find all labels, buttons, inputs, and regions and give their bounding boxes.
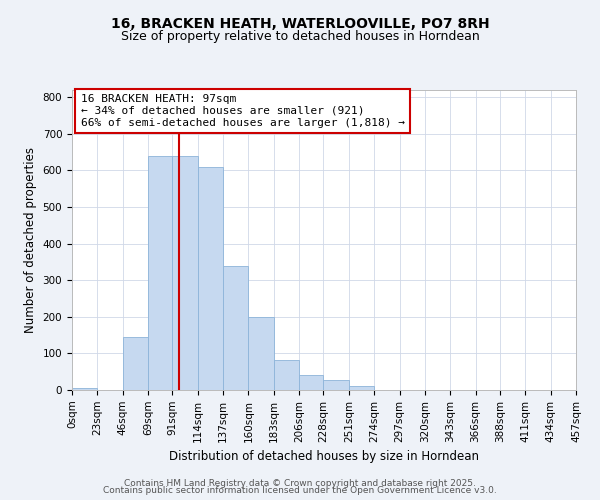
Text: Size of property relative to detached houses in Horndean: Size of property relative to detached ho… xyxy=(121,30,479,43)
Bar xyxy=(72,388,97,390)
Bar xyxy=(299,374,323,390)
Bar xyxy=(349,386,374,390)
Y-axis label: Number of detached properties: Number of detached properties xyxy=(24,147,37,333)
Text: Contains HM Land Registry data © Crown copyright and database right 2025.: Contains HM Land Registry data © Crown c… xyxy=(124,478,476,488)
Text: Contains public sector information licensed under the Open Government Licence v3: Contains public sector information licen… xyxy=(103,486,497,495)
Bar xyxy=(248,317,274,390)
Bar xyxy=(148,156,172,390)
X-axis label: Distribution of detached houses by size in Horndean: Distribution of detached houses by size … xyxy=(169,450,479,463)
Bar xyxy=(323,380,349,390)
Bar xyxy=(223,266,248,390)
Text: 16 BRACKEN HEATH: 97sqm
← 34% of detached houses are smaller (921)
66% of semi-d: 16 BRACKEN HEATH: 97sqm ← 34% of detache… xyxy=(81,94,405,128)
Bar xyxy=(172,156,198,390)
Bar xyxy=(123,337,148,390)
Bar xyxy=(274,360,299,390)
Text: 16, BRACKEN HEATH, WATERLOOVILLE, PO7 8RH: 16, BRACKEN HEATH, WATERLOOVILLE, PO7 8R… xyxy=(110,18,490,32)
Bar xyxy=(198,167,223,390)
